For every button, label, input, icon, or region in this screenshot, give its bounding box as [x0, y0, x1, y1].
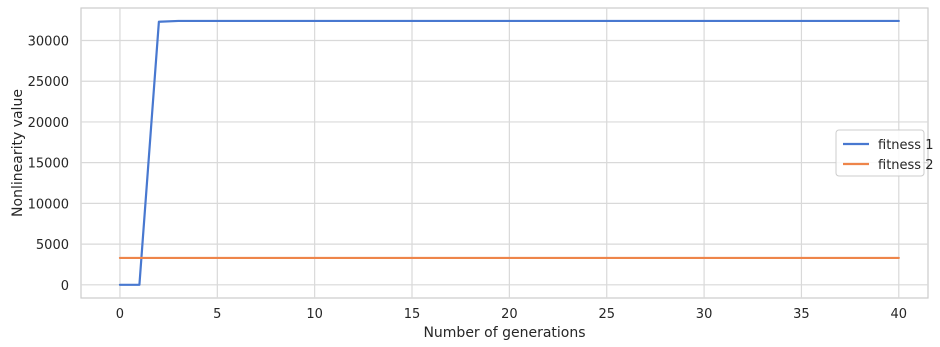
x-tick-label: 0	[116, 307, 124, 322]
y-tick-label: 15000	[28, 157, 69, 172]
x-tick-label: 15	[404, 307, 421, 322]
y-tick-label: 30000	[28, 34, 69, 49]
y-tick-label: 0	[61, 279, 69, 294]
series-line-1	[118, 19, 900, 286]
y-tick-labels: 0 5000 10000 15000 20000 25000 30000	[28, 34, 69, 293]
y-tick-label: 20000	[28, 116, 69, 131]
legend-label-1: fitness 1	[878, 138, 933, 153]
x-tick-label: 30	[696, 307, 713, 322]
legend: fitness 1 fitness 2	[835, 129, 933, 177]
y-tick-label: 10000	[28, 197, 69, 212]
plot-frame	[80, 7, 929, 299]
grid	[80, 7, 929, 299]
y-tick-label: 25000	[28, 75, 69, 90]
x-axis-label: Number of generations	[423, 325, 585, 341]
y-axis-label: Nonlinearity value	[10, 89, 26, 217]
x-tick-label: 40	[891, 307, 908, 322]
y-tick-label: 5000	[36, 238, 69, 253]
x-tick-label: 10	[306, 307, 323, 322]
x-tick-label: 20	[501, 307, 518, 322]
x-tick-labels: 0 5 10 15 20 25 30 35 40	[116, 307, 907, 322]
x-tick-label: 5	[213, 307, 221, 322]
series-lines	[118, 19, 900, 286]
legend-label-2: fitness 2	[878, 158, 933, 173]
x-tick-label: 35	[793, 307, 810, 322]
x-tick-label: 25	[598, 307, 615, 322]
